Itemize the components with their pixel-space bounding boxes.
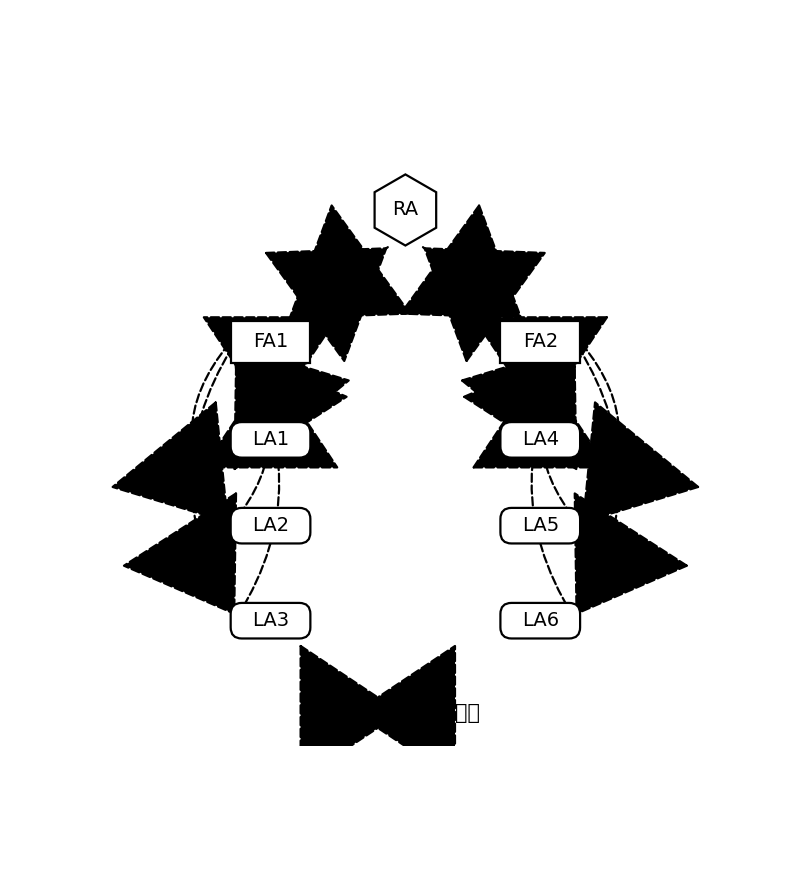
FancyArrowPatch shape: [575, 348, 687, 613]
FancyArrowPatch shape: [112, 344, 229, 522]
FancyArrowPatch shape: [355, 646, 455, 780]
FancyArrowPatch shape: [204, 317, 337, 417]
FancyBboxPatch shape: [231, 508, 310, 544]
Text: FA1: FA1: [253, 332, 288, 351]
FancyArrowPatch shape: [266, 248, 386, 361]
FancyArrowPatch shape: [401, 206, 521, 318]
FancyBboxPatch shape: [231, 321, 310, 362]
FancyArrowPatch shape: [233, 346, 349, 523]
FancyArrowPatch shape: [425, 248, 545, 361]
FancyBboxPatch shape: [231, 603, 310, 638]
FancyArrowPatch shape: [464, 349, 577, 615]
Text: RA: RA: [392, 200, 418, 219]
Text: LA1: LA1: [252, 430, 289, 449]
Text: LA5: LA5: [521, 517, 559, 535]
FancyBboxPatch shape: [501, 321, 580, 362]
FancyArrowPatch shape: [582, 344, 698, 522]
FancyArrowPatch shape: [474, 368, 607, 468]
Text: LA2: LA2: [252, 517, 289, 535]
FancyArrowPatch shape: [474, 317, 607, 417]
FancyArrowPatch shape: [301, 646, 400, 780]
FancyArrowPatch shape: [290, 206, 410, 318]
FancyArrowPatch shape: [234, 349, 346, 615]
FancyBboxPatch shape: [231, 422, 310, 457]
FancyArrowPatch shape: [204, 368, 337, 468]
Text: LA4: LA4: [522, 430, 558, 449]
Text: LA6: LA6: [522, 611, 558, 631]
FancyBboxPatch shape: [501, 603, 580, 638]
Text: LA3: LA3: [252, 611, 289, 631]
FancyBboxPatch shape: [501, 508, 580, 544]
Polygon shape: [375, 174, 436, 246]
FancyArrowPatch shape: [462, 346, 578, 523]
FancyArrowPatch shape: [124, 348, 236, 613]
FancyBboxPatch shape: [501, 422, 580, 457]
Text: 双向通信: 双向通信: [430, 703, 480, 723]
Text: FA2: FA2: [523, 332, 558, 351]
